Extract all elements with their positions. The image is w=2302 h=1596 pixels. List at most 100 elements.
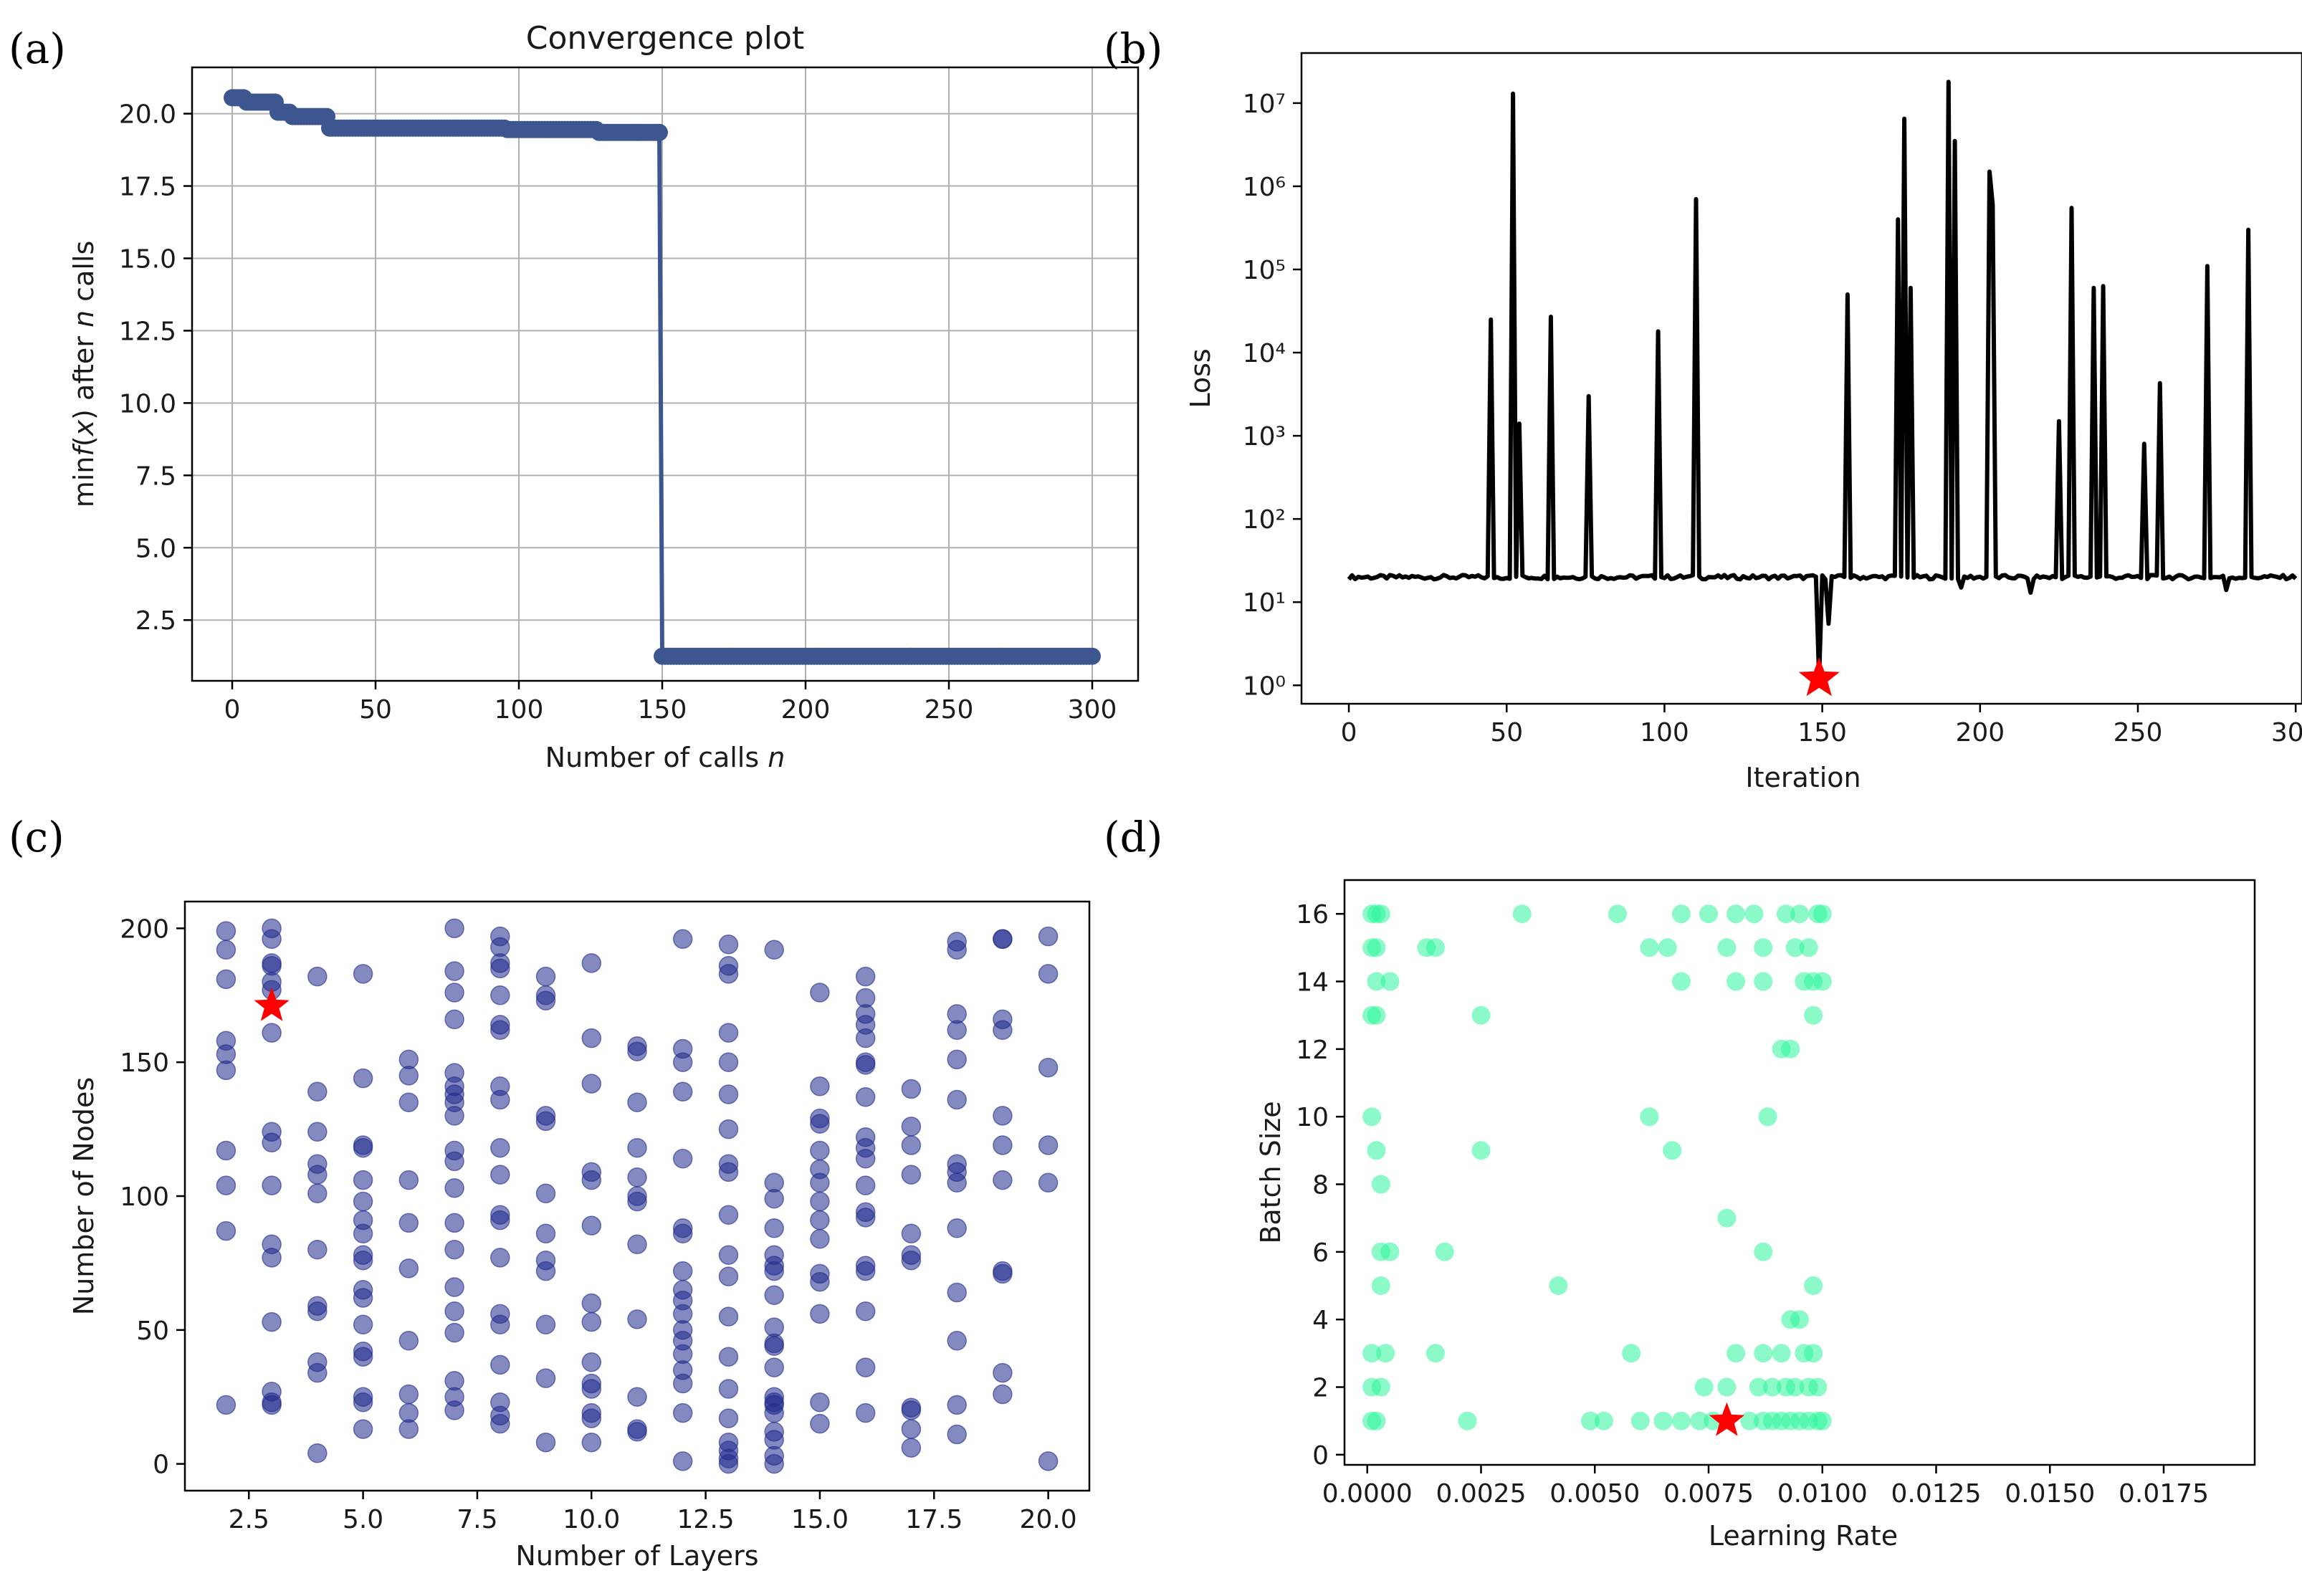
x-tick-label: 150 — [638, 695, 687, 725]
scatter-point — [1813, 904, 1832, 924]
scatter-point — [262, 1175, 282, 1195]
scatter-point — [627, 1137, 647, 1158]
scatter-point — [672, 1081, 693, 1102]
scatter-point — [216, 940, 237, 960]
scatter-point — [353, 1170, 373, 1190]
x-axis-title: Number of calls n — [545, 742, 785, 773]
scatter-point — [901, 1165, 922, 1185]
scatter-point — [718, 1205, 739, 1225]
scatter-point — [1640, 938, 1659, 957]
scatter-point — [672, 929, 693, 950]
scatter-point — [855, 1301, 876, 1322]
panel-label-d: (d) — [1104, 813, 1162, 861]
scatter-point — [535, 1111, 556, 1132]
scatter-point — [718, 1084, 739, 1104]
scatter-point — [1367, 938, 1386, 957]
x-tick-label: 100 — [495, 695, 544, 725]
scatter-point — [307, 1165, 328, 1185]
scatter-point — [810, 1191, 830, 1212]
scatter-point — [1813, 1411, 1832, 1430]
x-tick-label: 0.0175 — [2119, 1479, 2209, 1509]
scatter-point — [764, 1453, 784, 1474]
scatter-point — [810, 1076, 830, 1096]
scatter-point — [627, 1092, 647, 1112]
scatter-point — [718, 1266, 739, 1286]
scatter-point — [353, 1288, 373, 1308]
scatter-point — [490, 1020, 510, 1041]
y-tick-label: 4 — [1312, 1306, 1329, 1335]
scatter-point — [398, 1066, 419, 1086]
scatter-point — [262, 929, 282, 950]
scatter-point — [581, 1074, 602, 1094]
scatter-point — [490, 1413, 510, 1434]
scatter-point — [307, 1362, 328, 1383]
scatter-point — [718, 964, 739, 984]
scatter-point — [353, 1191, 373, 1212]
scatter-point — [672, 1261, 693, 1281]
scatter-point — [444, 961, 464, 981]
plot-frame — [183, 900, 1091, 1492]
scatter-point — [262, 1395, 282, 1415]
scatter-point — [1608, 904, 1627, 924]
scatter-point — [490, 1089, 510, 1110]
scatter-point — [1371, 1377, 1390, 1397]
scatter-point — [764, 1357, 784, 1377]
scatter-point — [764, 1336, 784, 1356]
scatter-point — [1754, 1344, 1773, 1363]
y-tick-label: 10³ — [1243, 422, 1286, 451]
scatter-point — [1371, 1276, 1390, 1295]
scatter-point — [307, 1122, 328, 1142]
scatter-point — [262, 1132, 282, 1153]
x-tick-label: 50 — [359, 695, 392, 725]
scatter-point — [490, 1137, 510, 1158]
y-axis-calls: calls — [68, 241, 100, 310]
scatter-point — [262, 1023, 282, 1043]
scatter-point — [627, 1387, 647, 1407]
scatter-point — [947, 1395, 967, 1415]
scatter-point — [444, 1239, 464, 1260]
scatter-point — [855, 1175, 876, 1195]
scatter-point — [1699, 904, 1718, 924]
scatter-point — [993, 1135, 1013, 1155]
scatter-point — [535, 1183, 556, 1204]
y-tick-label: 2.5 — [135, 606, 176, 636]
scatter-point — [1808, 1377, 1828, 1397]
y-axis-title: Number of Nodes — [68, 1077, 100, 1315]
y-tick-label: 5.0 — [135, 534, 176, 563]
scatter-point — [1749, 1377, 1768, 1397]
batch-vs-lr-scatter: 0.0000 0.0025 0.0050 0.0075 0.0100 0.0125 0.01… — [1255, 879, 2256, 1552]
scatter-point — [1038, 964, 1059, 984]
scatter-point — [353, 1068, 373, 1089]
scatter-point — [1754, 1242, 1773, 1261]
scatter-point — [490, 1354, 510, 1375]
best-star-marker — [1709, 1402, 1745, 1436]
scatter-point — [535, 966, 556, 987]
scatter-point — [1376, 1344, 1395, 1363]
x-tick-label: 0 — [1341, 718, 1357, 747]
scatter-point — [1471, 1141, 1491, 1160]
nodes-vs-layers-scatter: 2.5 5.0 7.5 10.0 12.5 15.0 17.5 20.0 0 50 100 150 20… — [68, 900, 1091, 1572]
x-axis-title-var: n — [768, 742, 785, 773]
x-tick-label: 10.0 — [563, 1505, 620, 1534]
scatter-point — [1790, 1310, 1809, 1329]
scatter-point — [672, 1223, 693, 1244]
y-tick-label: 20.0 — [119, 100, 176, 130]
scatter-point — [901, 1135, 922, 1155]
y-tick-label: 2 — [1312, 1374, 1329, 1403]
scatter-point — [718, 1347, 739, 1367]
scatter-point — [810, 1210, 830, 1231]
scatter-point — [1754, 938, 1773, 957]
scatter-point — [855, 1055, 876, 1075]
scatter-point — [1772, 1344, 1791, 1363]
scatter-point — [216, 1140, 237, 1161]
y-axis-title: Batch Size — [1255, 1101, 1286, 1243]
scatter-point — [216, 969, 237, 990]
y-tick-label: 150 — [120, 1048, 169, 1078]
scatter-point — [1630, 1411, 1650, 1430]
scatter-point — [1458, 1411, 1477, 1430]
scatter-point — [1371, 1175, 1390, 1194]
scatter-point — [398, 1092, 419, 1112]
scatter-point — [1580, 1411, 1600, 1430]
scatter-point — [993, 1362, 1013, 1383]
y-tick-label: 10⁷ — [1243, 90, 1286, 119]
